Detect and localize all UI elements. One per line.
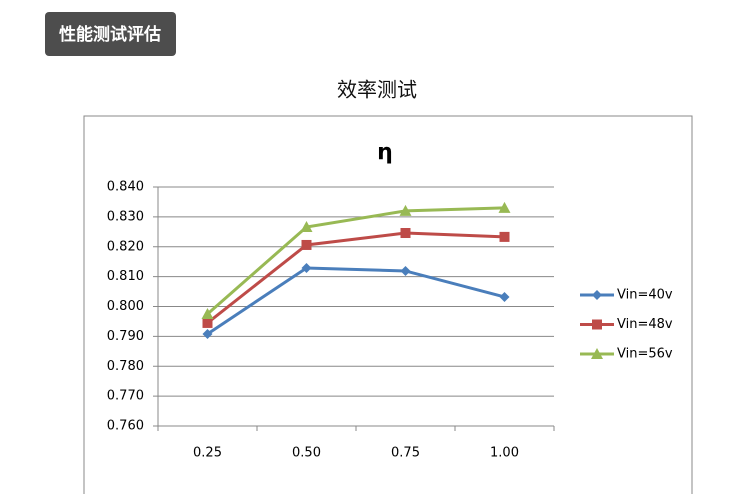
badge: 性能测试评估 — [59, 24, 161, 45]
y-tick-label: 0.820 — [107, 239, 144, 254]
marker — [202, 328, 213, 339]
marker — [202, 317, 213, 328]
badge-bg — [45, 12, 176, 56]
marker — [592, 290, 602, 300]
marker — [301, 262, 312, 273]
x-tick-label: 0.25 — [193, 446, 222, 461]
marker — [301, 239, 312, 250]
marker — [499, 291, 510, 302]
marker — [201, 307, 214, 319]
x-tick-label: 0.50 — [292, 446, 321, 461]
marker — [592, 319, 602, 330]
series-line — [206, 231, 505, 325]
y-tick-label: 0.780 — [107, 359, 144, 374]
marker — [400, 265, 411, 276]
legend-label: Vin=48v — [617, 317, 673, 332]
y-tick-label: 0.830 — [107, 209, 144, 224]
x-tick-label: 1.00 — [490, 446, 519, 461]
y-tick-label: 0.810 — [107, 269, 144, 284]
chart-title: η — [377, 140, 393, 165]
marker — [300, 221, 313, 233]
series-line — [206, 206, 505, 316]
y-tick-label: 0.800 — [107, 299, 144, 314]
heading: 效率测试 — [337, 78, 417, 102]
marker — [499, 231, 510, 242]
marker — [400, 228, 411, 239]
marker — [591, 348, 603, 359]
y-tick-label: 0.760 — [107, 419, 144, 434]
y-tick-label: 0.790 — [107, 329, 144, 344]
series-line — [206, 266, 505, 336]
chart-frame — [83, 115, 693, 494]
marker — [498, 201, 511, 213]
legend-label: Vin=40v — [617, 288, 673, 303]
marker — [399, 204, 412, 216]
y-tick-label: 0.770 — [107, 389, 144, 404]
x-tick-label: 0.75 — [391, 446, 420, 461]
legend-label: Vin=56v — [617, 347, 673, 362]
y-tick-label: 0.840 — [107, 180, 144, 195]
